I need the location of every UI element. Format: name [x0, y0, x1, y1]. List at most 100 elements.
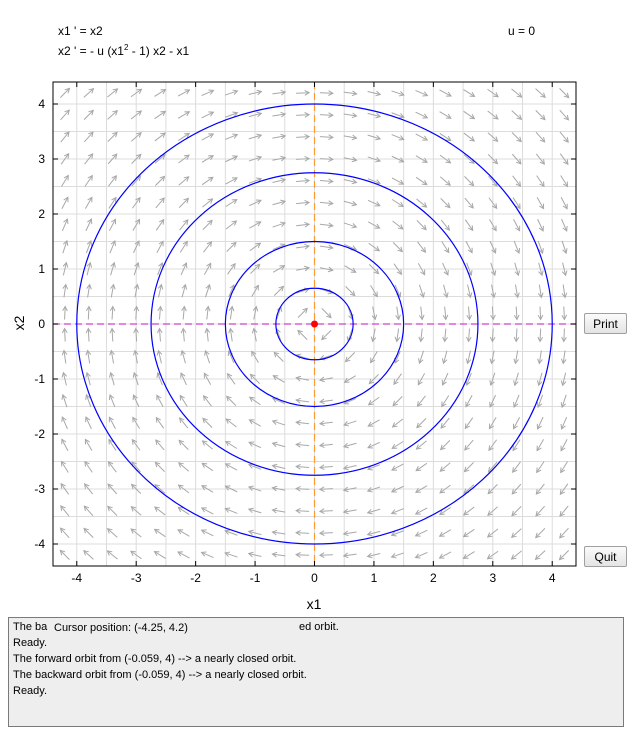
- console-line: The backward orbit from (-0.059, 4) --> …: [13, 669, 307, 681]
- field-arrow: [440, 198, 451, 209]
- message-console[interactable]: The ba ed orbit. Ready. The forward orbi…: [8, 617, 624, 727]
- field-arrow: [417, 241, 427, 253]
- field-arrow: [295, 552, 310, 558]
- x-tick-label: -3: [131, 571, 142, 585]
- field-arrow: [107, 131, 118, 142]
- field-arrow: [296, 177, 311, 184]
- field-arrow: [250, 263, 261, 274]
- field-arrow: [512, 175, 522, 187]
- orbits: [76, 103, 553, 545]
- field-arrow: [368, 374, 379, 385]
- field-arrow: [537, 350, 543, 365]
- field-arrow: [272, 221, 286, 228]
- field-arrow: [225, 220, 238, 230]
- field-arrow: [560, 439, 568, 452]
- field-arrow: [343, 375, 356, 383]
- field-arrow: [248, 133, 263, 140]
- field-arrow: [61, 438, 69, 451]
- orbit-curve: [76, 103, 553, 545]
- field-arrow: [249, 242, 262, 252]
- field-arrow: [225, 133, 239, 140]
- phase-plane-plot[interactable]: -4 -3 -2 -1 0 1 2 3 4 -4 -3 -2 -1 0 1 2 3 4 x1 x2: [0, 0, 636, 615]
- field-arrow: [180, 262, 188, 276]
- y-tick-label: 0: [38, 317, 45, 331]
- field-arrow: [296, 134, 311, 140]
- x-tick-label: -4: [71, 571, 82, 585]
- quit-button[interactable]: Quit: [584, 546, 627, 567]
- field-arrow: [391, 177, 405, 185]
- field-arrow: [390, 552, 405, 559]
- field-arrow: [155, 197, 165, 209]
- field-arrow: [178, 417, 189, 429]
- field-arrow: [513, 240, 521, 254]
- field-arrow: [108, 416, 116, 429]
- field-arrow: [511, 110, 523, 121]
- field-arrow: [465, 241, 473, 254]
- field-arrow: [84, 438, 93, 451]
- field-arrow: [130, 88, 143, 98]
- x-tick-label: 2: [430, 571, 437, 585]
- field-arrow: [439, 484, 451, 494]
- field-arrow: [465, 395, 473, 408]
- field-arrow: [370, 285, 378, 298]
- field-arrow: [342, 508, 357, 515]
- field-arrow: [179, 240, 188, 253]
- field-arrow: [154, 110, 167, 120]
- field-arrow: [201, 89, 215, 97]
- field-arrow: [391, 90, 405, 97]
- field-arrow: [343, 90, 358, 97]
- field-arrow: [391, 112, 405, 119]
- field-arrow: [535, 110, 546, 121]
- field-arrow: [83, 87, 95, 98]
- equation-x2-suffix: - 1) x2 - x1: [128, 44, 190, 58]
- field-arrow: [438, 507, 451, 516]
- y-tick-label: -2: [34, 427, 45, 441]
- field-arrow: [296, 221, 311, 228]
- field-arrow: [370, 328, 377, 343]
- field-arrow: [108, 218, 117, 231]
- field-arrow: [225, 177, 238, 185]
- field-arrow: [178, 154, 190, 164]
- print-button[interactable]: Print: [584, 313, 627, 334]
- field-arrow: [203, 241, 213, 253]
- y-tick-label: 1: [38, 262, 45, 276]
- field-arrow: [392, 220, 404, 230]
- field-arrow: [203, 262, 212, 275]
- field-arrow: [107, 88, 119, 98]
- field-arrow: [83, 549, 94, 560]
- field-arrow: [319, 222, 334, 229]
- field-arrow: [83, 109, 94, 120]
- field-arrow: [273, 265, 286, 273]
- field-arrow: [181, 283, 188, 298]
- field-arrow: [511, 506, 522, 517]
- field-arrow: [535, 131, 546, 143]
- field-arrow: [249, 373, 261, 384]
- field-arrow: [108, 196, 117, 209]
- field-arrow: [60, 152, 70, 165]
- field-arrow: [537, 306, 544, 321]
- x-tick-label: 4: [549, 571, 556, 585]
- field-arrow: [251, 327, 258, 342]
- field-arrow: [62, 239, 69, 254]
- field-arrow: [271, 485, 286, 492]
- field-arrow: [465, 350, 472, 365]
- field-arrow: [415, 133, 429, 141]
- field-arrow: [439, 133, 452, 142]
- field-arrow: [536, 175, 545, 188]
- field-arrow: [537, 328, 544, 343]
- field-arrow: [296, 243, 311, 250]
- field-arrow: [559, 131, 569, 143]
- field-arrow: [438, 529, 452, 537]
- field-arrow: [228, 305, 235, 320]
- field-arrow: [487, 484, 498, 495]
- field-arrow: [201, 485, 214, 493]
- field-arrow: [463, 506, 475, 516]
- field-arrow: [367, 112, 382, 119]
- field-arrow: [560, 372, 567, 387]
- field-arrow: [319, 200, 334, 207]
- field-arrow: [155, 416, 165, 429]
- field-arrow: [391, 134, 405, 141]
- field-arrow: [177, 506, 190, 515]
- field-arrow: [201, 133, 215, 141]
- field-arrow: [510, 528, 522, 539]
